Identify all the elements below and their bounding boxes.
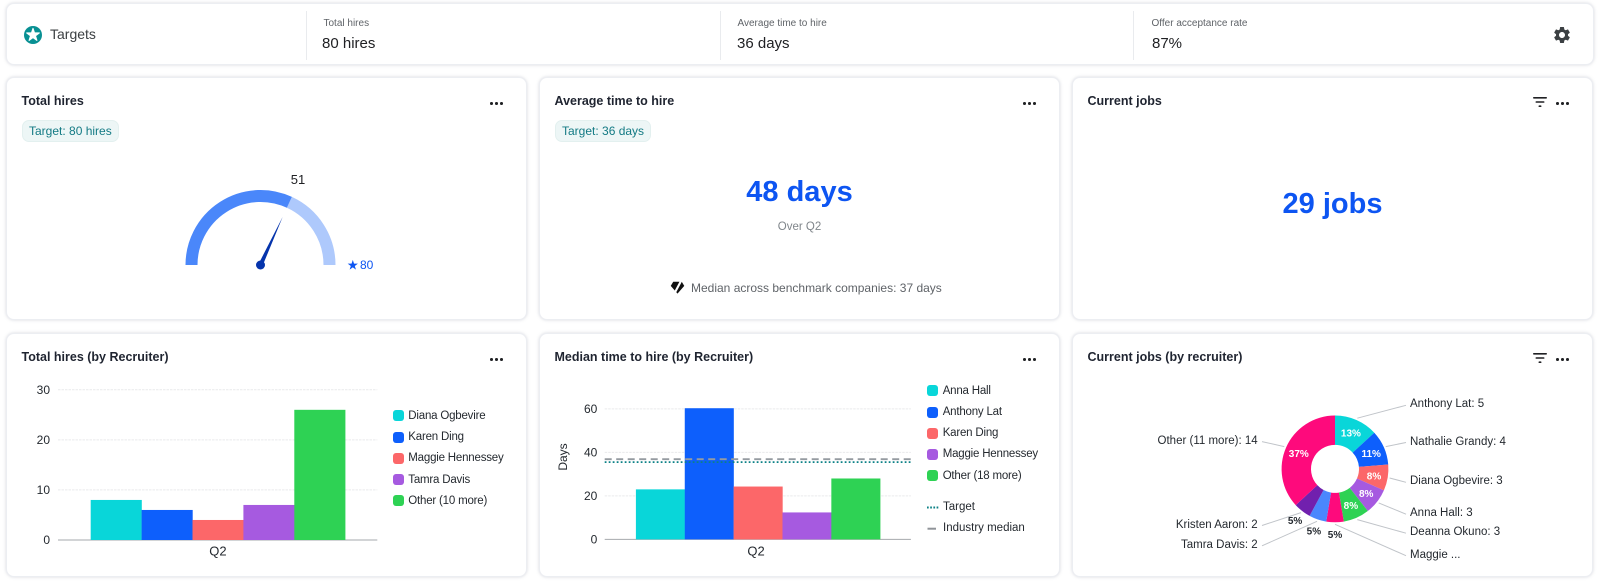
- svg-text:0: 0: [43, 533, 50, 547]
- svg-text:8%: 8%: [1344, 501, 1359, 512]
- svg-text:13%: 13%: [1341, 429, 1361, 440]
- svg-text:5%: 5%: [1288, 516, 1303, 527]
- svg-text:51: 51: [291, 172, 305, 187]
- svg-text:60: 60: [584, 402, 598, 416]
- svg-text:10: 10: [37, 483, 51, 497]
- svg-text:20: 20: [584, 489, 598, 503]
- svg-text:Q2: Q2: [209, 544, 226, 559]
- svg-text:8%: 8%: [1359, 489, 1374, 500]
- svg-text:11%: 11%: [1361, 449, 1381, 460]
- svg-text:80: 80: [360, 258, 374, 272]
- svg-text:8%: 8%: [1367, 471, 1382, 482]
- svg-text:5%: 5%: [1307, 526, 1322, 537]
- svg-text:Q2: Q2: [747, 544, 764, 559]
- svg-text:0: 0: [591, 532, 598, 546]
- svg-text:5%: 5%: [1328, 530, 1343, 541]
- svg-text:40: 40: [584, 445, 598, 459]
- svg-text:Days: Days: [556, 443, 570, 470]
- svg-text:37%: 37%: [1289, 449, 1309, 460]
- svg-text:30: 30: [37, 383, 51, 397]
- svg-text:20: 20: [37, 433, 51, 447]
